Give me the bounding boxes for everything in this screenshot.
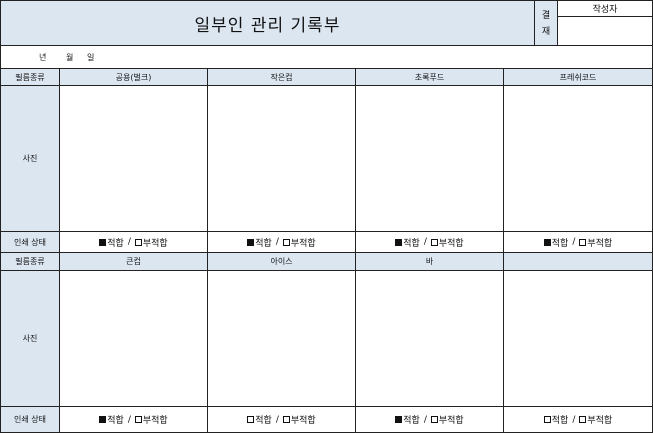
bad-checkbox[interactable] — [579, 416, 587, 423]
slash-text: / — [127, 414, 131, 425]
ok-text: 적합 — [107, 238, 124, 249]
photo-label: 사진 — [0, 270, 60, 407]
film-name-6: 바 — [355, 252, 504, 271]
photo-cell[interactable] — [355, 85, 504, 232]
ok-checkbox[interactable] — [395, 238, 403, 246]
slash-text: / — [423, 414, 427, 425]
bad-text: 부적합 — [438, 238, 464, 249]
slash-text: / — [423, 237, 427, 247]
film-name-3: 프레쉬코드 — [503, 68, 653, 86]
photo-cell[interactable] — [207, 85, 356, 232]
film-name-7 — [503, 252, 653, 271]
bad-text: 부적합 — [142, 238, 168, 249]
ok-checkbox[interactable] — [99, 416, 107, 423]
ok-checkbox[interactable] — [543, 416, 551, 423]
ok-checkbox[interactable] — [395, 416, 403, 423]
ok-checkbox[interactable] — [99, 238, 107, 246]
writer-label: 작성자 — [557, 0, 653, 17]
print-status-cell: 적합 / 부적합 — [59, 231, 208, 253]
ok-checkbox[interactable] — [247, 238, 255, 246]
ok-text: 적합 — [255, 238, 272, 249]
print-status-cell: 적합 / 부적합 — [503, 231, 653, 253]
ok-text: 적합 — [551, 238, 569, 249]
bad-text: 부적합 — [438, 416, 464, 426]
bad-checkbox[interactable] — [579, 238, 587, 246]
film-type-label: 필름종류 — [0, 68, 60, 86]
photo-cell[interactable] — [503, 85, 653, 232]
ok-text: 적합 — [551, 416, 569, 426]
date-day: 일 — [87, 53, 95, 62]
bad-checkbox[interactable] — [282, 416, 290, 423]
ok-text: 적합 — [255, 416, 272, 426]
writer-signature-box[interactable] — [557, 16, 653, 46]
approval-label-2: 재 — [541, 26, 551, 37]
film-type-label: 필름종류 — [0, 252, 60, 271]
bad-text: 부적합 — [290, 238, 316, 249]
print-status-cell: 적합 / 부적합 — [207, 231, 356, 253]
ok-checkbox[interactable] — [247, 416, 255, 423]
bad-checkbox[interactable] — [430, 416, 438, 423]
print-status-cell: 적합 / 부적합 — [59, 406, 208, 433]
slash-text: / — [572, 414, 576, 425]
bad-checkbox[interactable] — [134, 416, 142, 423]
slash-text: / — [127, 237, 131, 247]
print-status-label: 인쇄 상태 — [0, 231, 60, 253]
approval-label-1: 결 — [541, 10, 551, 21]
slash-text: / — [572, 237, 576, 247]
photo-cell[interactable] — [207, 270, 356, 407]
print-status-cell: 적합 / 부적합 — [355, 231, 504, 253]
film-name-1: 작은컵 — [207, 68, 356, 86]
film-name-4: 큰컵 — [59, 252, 208, 271]
ok-checkbox[interactable] — [543, 238, 551, 246]
photo-cell[interactable] — [59, 270, 208, 407]
photo-cell[interactable] — [59, 85, 208, 232]
bad-text: 부적합 — [587, 238, 613, 249]
film-name-0: 공용(벌크) — [59, 68, 208, 86]
print-status-cell: 적합 / 부적합 — [355, 406, 504, 433]
date-row: 년 월 일 — [0, 45, 653, 69]
print-status-cell: 적합 / 부적합 — [207, 406, 356, 433]
print-status-cell: 적합 / 부적합 — [503, 406, 653, 433]
bad-checkbox[interactable] — [430, 238, 438, 246]
photo-cell[interactable] — [503, 270, 653, 407]
date-month: 월 — [66, 53, 74, 62]
bad-text: 부적합 — [142, 416, 168, 426]
bad-checkbox[interactable] — [134, 238, 142, 246]
ok-text: 적합 — [403, 238, 420, 249]
ok-text: 적합 — [403, 416, 420, 426]
slash-text: / — [275, 414, 279, 425]
approval-label-cell: 결 재 — [534, 0, 558, 46]
photo-label: 사진 — [0, 85, 60, 232]
bad-text: 부적합 — [587, 416, 613, 426]
bad-text: 부적합 — [290, 416, 316, 426]
ok-text: 적합 — [107, 416, 124, 426]
form-title: 일부인 관리 기록부 — [0, 0, 535, 46]
photo-cell[interactable] — [355, 270, 504, 407]
slash-text: / — [275, 237, 279, 247]
film-name-5: 아이스 — [207, 252, 356, 271]
print-status-label: 인쇄 상태 — [0, 406, 60, 433]
film-name-2: 초록푸드 — [355, 68, 504, 86]
bad-checkbox[interactable] — [282, 238, 290, 246]
date-year: 년 — [39, 53, 47, 62]
